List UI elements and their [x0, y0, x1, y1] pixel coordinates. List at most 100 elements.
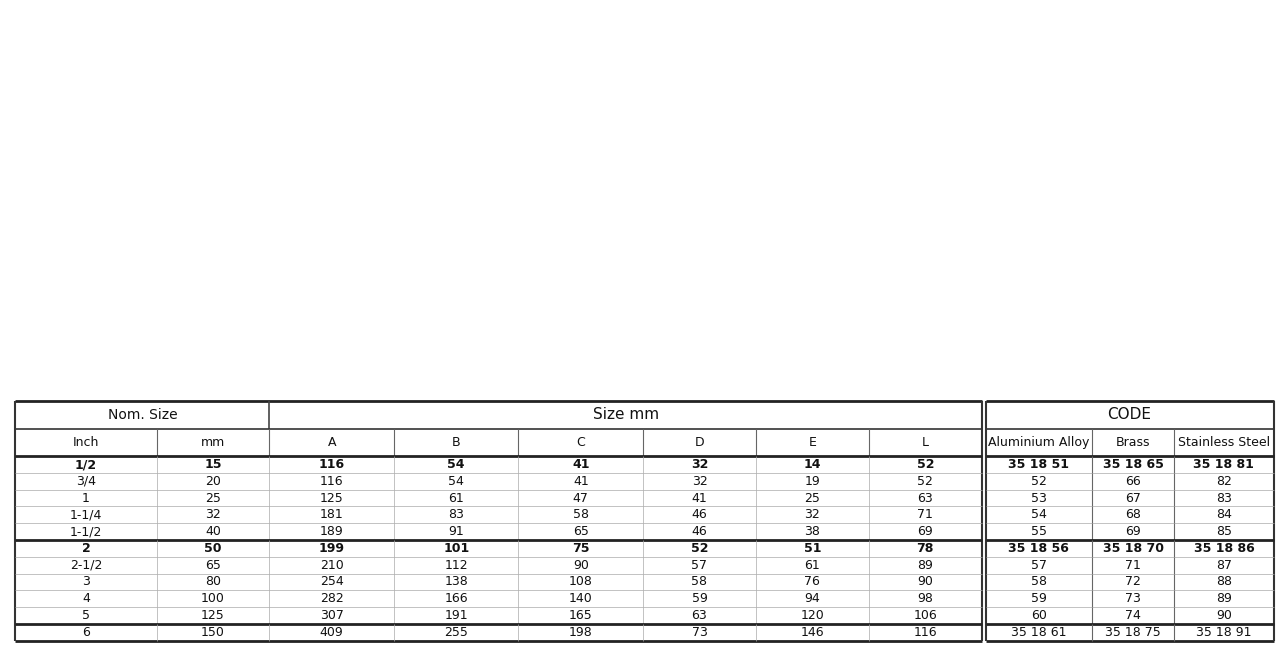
Text: 32: 32: [805, 509, 820, 521]
Text: 15: 15: [205, 458, 221, 471]
Text: 3: 3: [82, 575, 90, 588]
Text: 181: 181: [320, 509, 343, 521]
Text: 88: 88: [1216, 575, 1231, 588]
Text: 72: 72: [1125, 575, 1142, 588]
Text: 94: 94: [805, 592, 820, 605]
Text: 1-1/4: 1-1/4: [69, 509, 102, 521]
Text: 32: 32: [691, 475, 708, 488]
Text: 1: 1: [82, 492, 90, 505]
Text: mm: mm: [201, 436, 225, 449]
Text: 75: 75: [572, 542, 590, 555]
Text: 59: 59: [1030, 592, 1047, 605]
Text: Size mm: Size mm: [593, 408, 659, 422]
Text: 82: 82: [1216, 475, 1231, 488]
Text: 19: 19: [805, 475, 820, 488]
Text: Nom. Size: Nom. Size: [108, 408, 177, 422]
Text: 116: 116: [319, 458, 344, 471]
Text: 52: 52: [916, 458, 934, 471]
Text: 101: 101: [443, 542, 470, 555]
Text: 140: 140: [568, 592, 593, 605]
Text: 60: 60: [1030, 609, 1047, 622]
Text: 87: 87: [1216, 558, 1231, 571]
Text: 51: 51: [804, 542, 822, 555]
Text: 69: 69: [1125, 525, 1140, 538]
Text: 25: 25: [804, 492, 820, 505]
Text: 32: 32: [205, 509, 221, 521]
Text: 150: 150: [201, 626, 225, 639]
Text: 58: 58: [691, 575, 708, 588]
Text: 191: 191: [444, 609, 468, 622]
Text: Stainless Steel: Stainless Steel: [1178, 436, 1270, 449]
Text: 59: 59: [691, 592, 708, 605]
Text: 90: 90: [918, 575, 933, 588]
Text: 35 18 81: 35 18 81: [1193, 458, 1254, 471]
Text: 146: 146: [800, 626, 824, 639]
Text: 41: 41: [572, 458, 590, 471]
Text: L: L: [922, 436, 929, 449]
Text: 35 18 91: 35 18 91: [1197, 626, 1252, 639]
Text: 53: 53: [1030, 492, 1047, 505]
Text: 90: 90: [573, 558, 589, 571]
Text: 46: 46: [691, 525, 708, 538]
Text: 35 18 70: 35 18 70: [1102, 542, 1164, 555]
Text: B: B: [452, 436, 461, 449]
Text: 125: 125: [320, 492, 343, 505]
Text: 4: 4: [82, 592, 90, 605]
Text: 80: 80: [205, 575, 221, 588]
Text: 35 18 51: 35 18 51: [1009, 458, 1069, 471]
Text: 40: 40: [205, 525, 221, 538]
Text: 41: 41: [573, 475, 589, 488]
Text: 1-1/2: 1-1/2: [69, 525, 102, 538]
Text: 116: 116: [914, 626, 937, 639]
Text: 63: 63: [691, 609, 708, 622]
Text: 199: 199: [319, 542, 344, 555]
Text: 20: 20: [205, 475, 221, 488]
Text: 54: 54: [448, 475, 465, 488]
Text: 210: 210: [320, 558, 343, 571]
Text: 5: 5: [82, 609, 90, 622]
Text: D: D: [695, 436, 704, 449]
Text: 52: 52: [691, 542, 708, 555]
Text: 52: 52: [1030, 475, 1047, 488]
Text: 89: 89: [918, 558, 933, 571]
Text: 282: 282: [320, 592, 343, 605]
Text: 61: 61: [448, 492, 465, 505]
Text: 1/2: 1/2: [74, 458, 97, 471]
Text: 35 18 61: 35 18 61: [1011, 626, 1066, 639]
Text: C: C: [576, 436, 585, 449]
Text: E: E: [809, 436, 817, 449]
Text: 57: 57: [691, 558, 708, 571]
Text: Aluminium Alloy: Aluminium Alloy: [988, 436, 1089, 449]
Text: 84: 84: [1216, 509, 1231, 521]
Text: 54: 54: [448, 458, 465, 471]
Text: 74: 74: [1125, 609, 1142, 622]
Text: 2: 2: [82, 542, 91, 555]
Text: 90: 90: [1216, 609, 1231, 622]
Text: 255: 255: [444, 626, 468, 639]
Text: 125: 125: [201, 609, 225, 622]
Text: 35 18 56: 35 18 56: [1009, 542, 1069, 555]
Text: 6: 6: [82, 626, 90, 639]
Text: 55: 55: [1030, 525, 1047, 538]
Text: 65: 65: [573, 525, 589, 538]
Text: 91: 91: [448, 525, 465, 538]
Text: 66: 66: [1125, 475, 1140, 488]
Text: 100: 100: [201, 592, 225, 605]
Text: 35 18 86: 35 18 86: [1193, 542, 1254, 555]
Text: 2-1/2: 2-1/2: [69, 558, 102, 571]
Text: 25: 25: [205, 492, 221, 505]
Text: 65: 65: [205, 558, 221, 571]
Text: 307: 307: [320, 609, 343, 622]
Text: Inch: Inch: [73, 436, 99, 449]
Text: 46: 46: [691, 509, 708, 521]
Text: 189: 189: [320, 525, 343, 538]
Text: 54: 54: [1030, 509, 1047, 521]
Text: 47: 47: [573, 492, 589, 505]
Text: 73: 73: [691, 626, 708, 639]
Text: 73: 73: [1125, 592, 1142, 605]
Text: 166: 166: [444, 592, 468, 605]
Text: 41: 41: [691, 492, 708, 505]
Text: 138: 138: [444, 575, 468, 588]
Text: 76: 76: [804, 575, 820, 588]
Text: 98: 98: [918, 592, 933, 605]
